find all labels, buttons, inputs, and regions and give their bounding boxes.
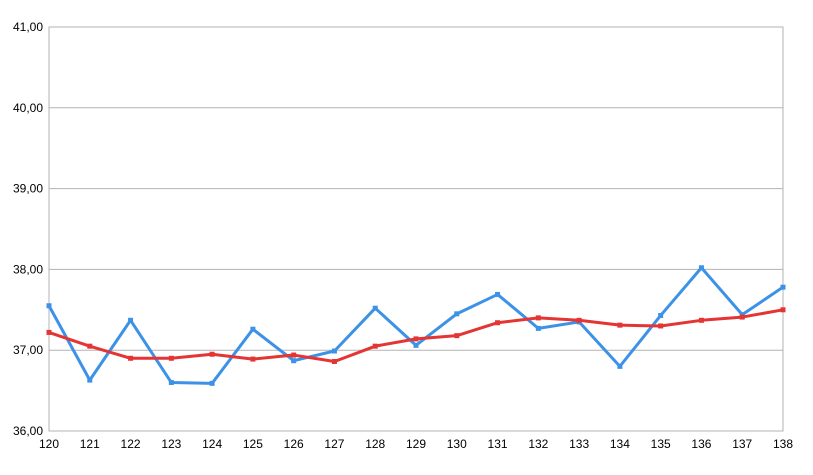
- x-tick-label: 130: [447, 437, 467, 451]
- series-2-point: [250, 357, 255, 362]
- x-tick-label: 138: [773, 437, 793, 451]
- x-tick-label: 135: [651, 437, 671, 451]
- series-1-point: [87, 378, 92, 383]
- series-2-point: [781, 307, 786, 312]
- x-tick-label: 133: [569, 437, 589, 451]
- x-tick-label: 126: [284, 437, 304, 451]
- series-1-point: [454, 311, 459, 316]
- series-1: [47, 265, 786, 386]
- series-2-point: [332, 359, 337, 364]
- x-tick-label: 120: [39, 437, 59, 451]
- x-tick-label: 122: [121, 437, 141, 451]
- x-tick-label: 137: [732, 437, 752, 451]
- series-1-point: [332, 349, 337, 354]
- y-tick-label: 37,00: [13, 343, 43, 357]
- x-tick-label: 123: [161, 437, 181, 451]
- series-1-point: [781, 285, 786, 290]
- y-tick-label: 38,00: [13, 262, 43, 276]
- series-2-point: [169, 356, 174, 361]
- series-1-point: [47, 303, 52, 308]
- series-2-line: [49, 310, 783, 362]
- series-layer: [47, 265, 786, 386]
- grid-layer: [49, 27, 783, 431]
- x-tick-label: 128: [365, 437, 385, 451]
- x-tick-label: 129: [406, 437, 426, 451]
- x-axis-tick-labels: 120 121 122 123 124 125 126 127 128 129 130 131 132 1…: [39, 437, 793, 451]
- series-1-point: [169, 380, 174, 385]
- series-1-point: [250, 327, 255, 332]
- x-tick-label: 132: [528, 437, 548, 451]
- series-2-point: [373, 344, 378, 349]
- series-2-point: [454, 333, 459, 338]
- series-2-point: [577, 318, 582, 323]
- series-1-point: [373, 306, 378, 311]
- series-1-point: [414, 343, 419, 348]
- series-2-point: [128, 356, 133, 361]
- x-tick-label: 131: [488, 437, 508, 451]
- series-2-point: [740, 315, 745, 320]
- x-tick-label: 121: [80, 437, 100, 451]
- y-axis-tick-labels: 36,00 37,00 38,00 39,00 40,00 41,00: [13, 20, 43, 438]
- x-tick-label: 124: [202, 437, 222, 451]
- y-tick-label: 40,00: [13, 101, 43, 115]
- series-2-point: [210, 352, 215, 357]
- series-2-point: [414, 336, 419, 341]
- series-2-point: [536, 315, 541, 320]
- x-tick-label: 125: [243, 437, 263, 451]
- x-tick-label: 127: [324, 437, 344, 451]
- series-1-point: [658, 313, 663, 318]
- series-2: [47, 307, 786, 364]
- series-2-point: [495, 320, 500, 325]
- y-tick-label: 36,00: [13, 424, 43, 438]
- series-1-point: [699, 265, 704, 270]
- series-1-point: [617, 364, 622, 369]
- series-2-point: [47, 330, 52, 335]
- series-1-point: [536, 326, 541, 331]
- series-2-point: [291, 353, 296, 358]
- series-1-point: [291, 358, 296, 363]
- plot-area-border: [49, 27, 783, 431]
- series-1-point: [128, 318, 133, 323]
- series-2-point: [699, 318, 704, 323]
- x-tick-label: 136: [691, 437, 711, 451]
- series-2-point: [87, 344, 92, 349]
- y-tick-label: 41,00: [13, 20, 43, 34]
- y-tick-label: 39,00: [13, 182, 43, 196]
- series-2-point: [617, 323, 622, 328]
- series-1-point: [210, 381, 215, 386]
- series-2-point: [658, 323, 663, 328]
- series-1-point: [495, 292, 500, 297]
- x-tick-label: 134: [610, 437, 630, 451]
